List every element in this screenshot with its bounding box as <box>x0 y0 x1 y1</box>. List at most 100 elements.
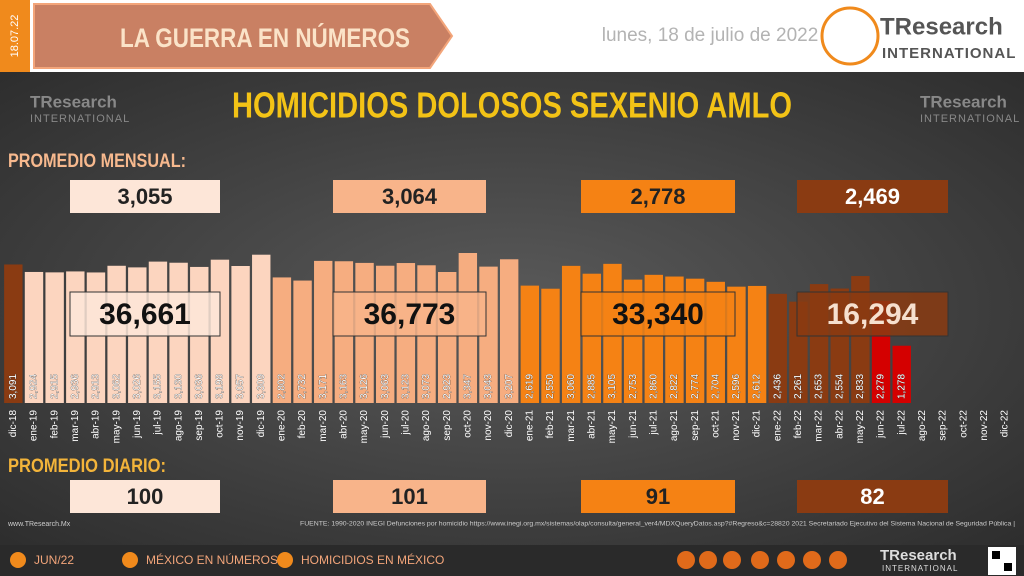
x-tick-label: mar-21 <box>566 410 577 442</box>
daily-value: 82 <box>860 484 884 509</box>
date-tag: 18.07.22 <box>9 15 21 58</box>
bar <box>45 272 64 403</box>
daily-box <box>581 480 735 513</box>
x-tick-label: oct-22 <box>958 410 969 438</box>
value-label: 3,163 <box>339 374 350 399</box>
value-label: 2,924 <box>29 374 40 399</box>
value-label: 2,822 <box>669 374 680 399</box>
annual-box <box>796 291 949 337</box>
monthly-value: 2,778 <box>630 184 685 209</box>
value-label: 2,774 <box>690 374 701 399</box>
value-label: 3,123 <box>401 374 412 399</box>
footer-bar <box>0 545 1024 576</box>
x-tick-label: ago-19 <box>173 410 184 442</box>
bar <box>272 277 292 403</box>
x-tick-label: sep-21 <box>690 410 701 441</box>
date-strip <box>0 0 30 72</box>
x-tick-label: nov-22 <box>979 410 990 441</box>
x-tick-label: sep-20 <box>442 410 453 441</box>
x-tick-label: abr-22 <box>834 410 845 439</box>
x-tick-label: dic-22 <box>1000 410 1011 438</box>
x-tick-label: dic-18 <box>8 410 19 438</box>
annual-box <box>69 291 221 337</box>
x-tick-label: may-19 <box>111 410 122 444</box>
nav-item[interactable]: JUN/22 <box>34 553 74 567</box>
social-icon[interactable] <box>829 551 847 569</box>
logo-ring <box>820 6 880 66</box>
daily-value: 101 <box>391 484 428 509</box>
watermark-logo: TResearch <box>920 92 1007 111</box>
annual-value: 36,661 <box>99 298 191 331</box>
daily-label: PROMEDIO DIARIO: <box>8 456 166 477</box>
x-tick-label: ene-19 <box>29 410 40 442</box>
footer-logo-sub: INTERNATIONAL <box>882 564 958 573</box>
chart-title: HOMICIDIOS DOLOSOS SEXENIO AMLO <box>232 85 792 126</box>
x-tick-label: ago-22 <box>917 410 928 442</box>
section-title: LA GUERRA EN NÚMEROS <box>120 22 410 53</box>
bar <box>892 345 911 403</box>
x-tick-label: jul-19 <box>153 410 164 436</box>
x-tick-label: abr-21 <box>586 410 597 439</box>
bar <box>520 285 540 403</box>
annual-value: 33,340 <box>612 298 704 331</box>
bar <box>747 285 767 403</box>
nav-item[interactable]: HOMICIDIOS EN MÉXICO <box>301 552 444 567</box>
daily-box <box>333 480 486 513</box>
value-label: 2,261 <box>793 374 804 399</box>
x-tick-label: feb-19 <box>49 410 60 439</box>
bar <box>541 288 560 403</box>
value-label: 3,171 <box>318 374 329 399</box>
daily-box <box>70 480 220 513</box>
bar <box>561 265 581 403</box>
value-label: 3,073 <box>421 374 432 399</box>
watermark-logo: TResearch <box>30 92 117 111</box>
site: www.TResearch.Mx <box>7 521 71 528</box>
x-tick-label: abr-19 <box>91 410 102 439</box>
value-label: 2,802 <box>277 374 288 399</box>
value-label: 2,923 <box>442 374 453 399</box>
value-label: 3,057 <box>235 374 246 399</box>
bar <box>24 271 44 403</box>
value-label: 3,105 <box>607 374 618 399</box>
daily-value: 100 <box>127 484 164 509</box>
x-tick-label: sep-22 <box>938 410 949 441</box>
social-icons <box>677 551 847 569</box>
x-tick-label: mar-20 <box>318 410 329 442</box>
x-tick-label: ene-21 <box>524 410 535 442</box>
x-tick-label: jul-21 <box>648 410 659 436</box>
value-label: 3,060 <box>566 374 577 399</box>
social-icon[interactable] <box>751 551 769 569</box>
monthly-box <box>70 180 220 213</box>
logo: TResearch INTERNATIONAL <box>820 6 1015 66</box>
social-icon[interactable] <box>723 551 741 569</box>
x-tick-label: nov-21 <box>731 410 742 441</box>
watermark-sub: INTERNATIONAL <box>920 113 1020 125</box>
value-label: 3,155 <box>153 374 164 399</box>
value-label: 3,091 <box>8 374 19 399</box>
value-label: 2,653 <box>814 374 825 399</box>
value-label: 2,860 <box>648 374 659 399</box>
value-label: 2,753 <box>628 374 639 399</box>
bar <box>4 264 23 403</box>
icon <box>122 552 138 568</box>
social-icon[interactable] <box>777 551 795 569</box>
qr-block <box>1004 563 1012 571</box>
value-label: 3,130 <box>173 374 184 399</box>
x-tick-label: abr-20 <box>339 410 350 439</box>
x-tick-label: nov-20 <box>483 410 494 441</box>
value-label: 2,936 <box>70 374 81 399</box>
x-tick-label: feb-21 <box>545 410 556 439</box>
value-label: 3,207 <box>504 374 515 399</box>
x-tick-label: mar-19 <box>70 410 81 442</box>
social-icon[interactable] <box>677 551 695 569</box>
daily-box <box>797 480 948 513</box>
x-tick-label: feb-20 <box>297 410 308 439</box>
social-icon[interactable] <box>803 551 821 569</box>
social-icon[interactable] <box>699 551 717 569</box>
nav-item[interactable]: MÉXICO EN NÚMEROS <box>146 552 278 567</box>
value-label: 2,704 <box>710 374 721 399</box>
value-label: 3,026 <box>132 374 143 399</box>
x-tick-label: ene-20 <box>277 410 288 442</box>
annual-value: 16,294 <box>827 298 919 331</box>
value-label: 3,062 <box>111 374 122 399</box>
